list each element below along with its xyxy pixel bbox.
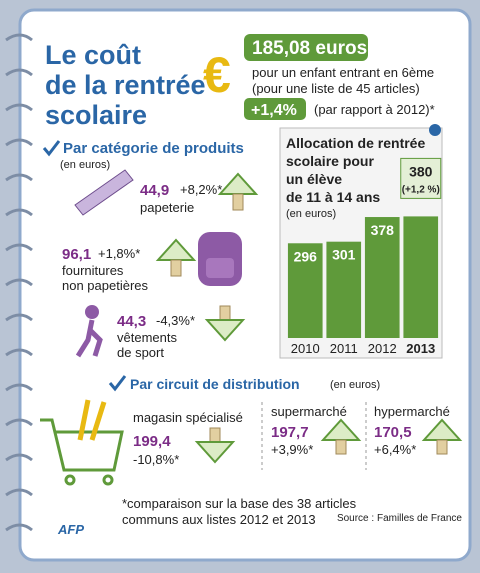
title-line: scolaire [45, 100, 147, 130]
backpack-icon [198, 232, 242, 286]
cart-icon [40, 418, 124, 486]
channel-change: +3,9%* [271, 442, 313, 457]
cost-description: (pour une liste de 45 articles) [252, 81, 420, 96]
checkmark [42, 140, 61, 157]
athlete-icon [85, 305, 99, 319]
footnote: communs aux listes 2012 et 2013 [122, 512, 316, 527]
channel-change: -10,8%* [133, 452, 179, 467]
category-label: non papetières [62, 278, 149, 293]
chart-title: Allocation de rentrée [286, 135, 425, 151]
category-value: 44,3 [117, 313, 146, 330]
section-title: Par catégorie de produits [63, 140, 244, 157]
category-change: -4,3%* [156, 313, 195, 328]
cost-change: +1,4% [251, 102, 297, 119]
source: Source : Familles de France [337, 513, 462, 524]
up-arrow [217, 172, 259, 211]
down-arrow [204, 305, 246, 342]
chart-title: scolaire pour [286, 153, 374, 169]
credit: AFP [57, 522, 84, 537]
channel-label: magasin spécialisé [133, 410, 243, 425]
cost-description: pour un enfant entrant en 6ème [252, 65, 434, 80]
pencil-icon [77, 399, 107, 441]
x-tick-label: 2013 [406, 341, 435, 356]
section-unit: (en euros) [60, 159, 110, 171]
section-unit: (en euros) [330, 379, 380, 391]
bar [287, 243, 323, 338]
channel-value: 199,4 [133, 433, 171, 450]
value-label: 380 [409, 163, 433, 179]
channel-label: hypermarché [374, 404, 450, 419]
x-tick-label: 2012 [368, 341, 397, 356]
x-tick-label: 2011 [330, 341, 358, 356]
amount-box [244, 34, 368, 61]
category-label: fournitures [62, 263, 124, 278]
cost-change-note: (par rapport à 2012)* [314, 102, 435, 117]
pin-icon [429, 124, 441, 136]
channel-change: +6,4%* [374, 442, 416, 457]
footnote: *comparaison sur la base des 38 articles [122, 496, 357, 511]
euro-icon: € [203, 47, 231, 103]
category-change: +8,2%* [180, 182, 222, 197]
value-label: 301 [332, 247, 356, 263]
category-label: papeterie [140, 200, 194, 215]
athlete-icon [75, 319, 103, 358]
bar [326, 241, 362, 338]
category-label: vêtements [117, 330, 177, 345]
value-label: 378 [371, 222, 395, 238]
category-label: de sport [117, 345, 164, 360]
spiral [5, 33, 33, 532]
annotation: (+1,2 %) [402, 184, 440, 195]
up-arrow [421, 418, 463, 455]
category-value: 96,1 [62, 246, 91, 263]
channel-label: supermarché [271, 404, 347, 419]
title-line: de la rentrée [45, 70, 206, 100]
section-title: Par circuit de distribution [130, 376, 300, 392]
chart-title: de 11 à 14 ans [286, 189, 380, 205]
channel-value: 197,7 [271, 424, 309, 441]
chart: Allocation de rentrée scolaire pour un élè… [286, 135, 442, 356]
title-line: Le coût [45, 40, 141, 70]
value-label-box [400, 157, 442, 199]
chart-subtitle: (en euros) [286, 208, 336, 220]
bar [364, 217, 400, 338]
category-change: +1,8%* [98, 246, 140, 261]
x-tick-label: 2010 [291, 341, 320, 356]
checkmark [108, 375, 127, 392]
up-arrow [155, 238, 197, 277]
category-value: 44,9 [140, 182, 169, 199]
ruler-icon [74, 169, 134, 216]
up-arrow [320, 418, 362, 455]
chart-title: un élève [286, 171, 342, 187]
channel-value: 170,5 [374, 424, 412, 441]
change-box [244, 98, 306, 120]
bar [403, 216, 439, 338]
down-arrow [194, 427, 236, 464]
value-label: 296 [294, 248, 318, 264]
amount: 185,08 euros [252, 38, 367, 59]
